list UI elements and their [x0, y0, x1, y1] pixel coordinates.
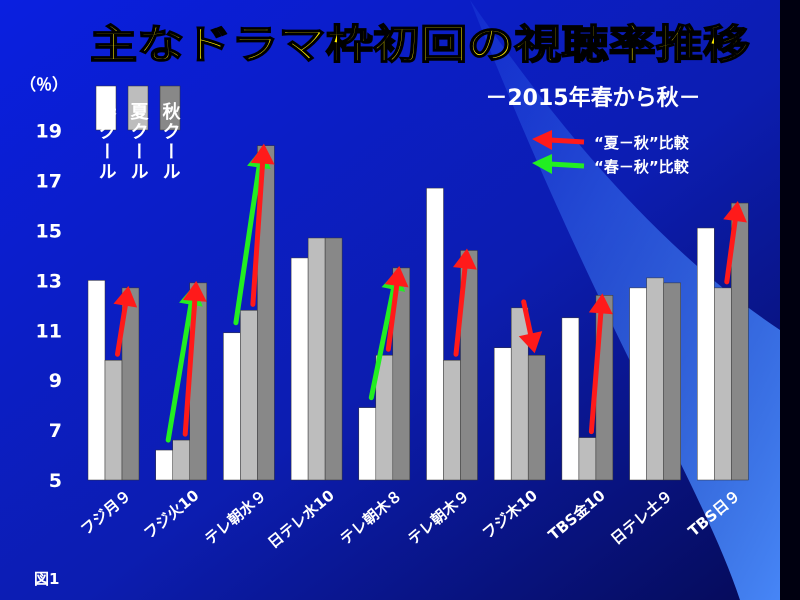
bar: [172, 439, 190, 481]
bar: [392, 267, 411, 481]
arrow-head: [518, 331, 543, 354]
y-axis: 5 7 9 11 13 15 17 19: [36, 121, 62, 492]
bar: [493, 347, 512, 481]
arrow-shaft: [724, 218, 738, 285]
bar: [426, 187, 444, 481]
legend-label: 春クール: [96, 101, 117, 182]
y-tick-label: 17: [36, 171, 62, 193]
comparison-arrow: [588, 293, 613, 435]
y-tick-label: 15: [36, 221, 62, 243]
y-tick-label: 7: [49, 420, 62, 442]
legend-swatch: [159, 85, 181, 131]
arrow-shaft: [368, 287, 396, 401]
bar: [697, 227, 715, 481]
arrow-shaft: [165, 302, 194, 443]
legend-label: 夏クール: [128, 102, 149, 182]
series-legend: 春クール 夏クール 秋クール: [95, 85, 181, 182]
comparison-arrow: [250, 143, 275, 307]
comparison-arrow: [452, 248, 477, 357]
arrow-shaft: [385, 283, 400, 352]
bar: [324, 237, 343, 481]
arrow-head: [113, 285, 138, 308]
bar: [240, 310, 258, 481]
bar: [714, 287, 732, 481]
legend-arrow-shaft: [549, 137, 585, 145]
bar: [731, 202, 749, 481]
comparison-arrow: [182, 280, 207, 437]
y-tick-label: 19: [36, 121, 62, 143]
bar: [443, 359, 461, 481]
comparison-arrow: [384, 265, 409, 352]
bar: [358, 407, 377, 481]
arrow-head: [588, 293, 613, 315]
figure-label: 図1: [34, 570, 59, 588]
legend-label: 秋クール: [160, 101, 181, 182]
arrow-legend-label: “春－秋”比較: [594, 158, 690, 176]
bar: [87, 280, 106, 481]
bar: [561, 317, 580, 481]
chart-title: 主なドラマ枠初回の視聴率推移: [90, 22, 750, 68]
chart-subtitle: －2015年春から秋－: [485, 85, 700, 111]
bar: [104, 359, 123, 481]
arrow-shaft: [115, 303, 128, 357]
bars: [87, 145, 749, 481]
bar: [290, 257, 309, 481]
bar: [223, 332, 241, 481]
comparison-arrow: [518, 299, 543, 354]
legend-swatch: [127, 85, 149, 131]
bar: [629, 287, 647, 481]
arrow-head: [250, 143, 275, 165]
arrow-head: [182, 280, 207, 302]
legend-arrow-head: [532, 130, 552, 150]
arrow-legend: “夏－秋”比較 “春－秋”比較: [532, 130, 690, 176]
arrow-shaft: [182, 298, 198, 437]
comparison-arrow: [723, 201, 747, 285]
bar: [510, 307, 529, 481]
bar: [460, 250, 478, 481]
bar: [646, 277, 664, 481]
bar: [257, 145, 275, 481]
y-axis-label: （％）: [20, 75, 68, 94]
arrow-legend-item: “夏－秋”比較: [532, 130, 690, 152]
arrow-shaft: [521, 299, 534, 337]
arrow-legend-label: “夏－秋”比較: [594, 134, 690, 152]
bar: [527, 355, 546, 481]
bar: [578, 437, 597, 481]
legend-arrow-shaft: [549, 161, 585, 169]
comparison-arrow: [113, 285, 138, 357]
comparison-arrows: [113, 143, 747, 443]
bar: [121, 287, 140, 481]
arrow-head: [723, 201, 747, 223]
y-tick-label: 5: [49, 470, 62, 492]
bar: [155, 449, 173, 481]
arrow-shaft: [233, 164, 262, 326]
bar: [663, 282, 681, 481]
legend-arrow-head: [532, 154, 552, 174]
y-tick-label: 9: [49, 370, 62, 392]
arrow-shaft: [250, 161, 266, 307]
legend-swatch: [95, 85, 117, 131]
arrow-head: [452, 248, 477, 270]
y-tick-label: 11: [36, 320, 62, 342]
bar: [307, 237, 326, 481]
arrow-head: [384, 265, 409, 288]
arrow-legend-item: “春－秋”比較: [532, 154, 690, 176]
y-tick-label: 13: [36, 270, 62, 292]
arrow-shaft: [453, 265, 468, 357]
arrow-shaft: [588, 310, 604, 435]
